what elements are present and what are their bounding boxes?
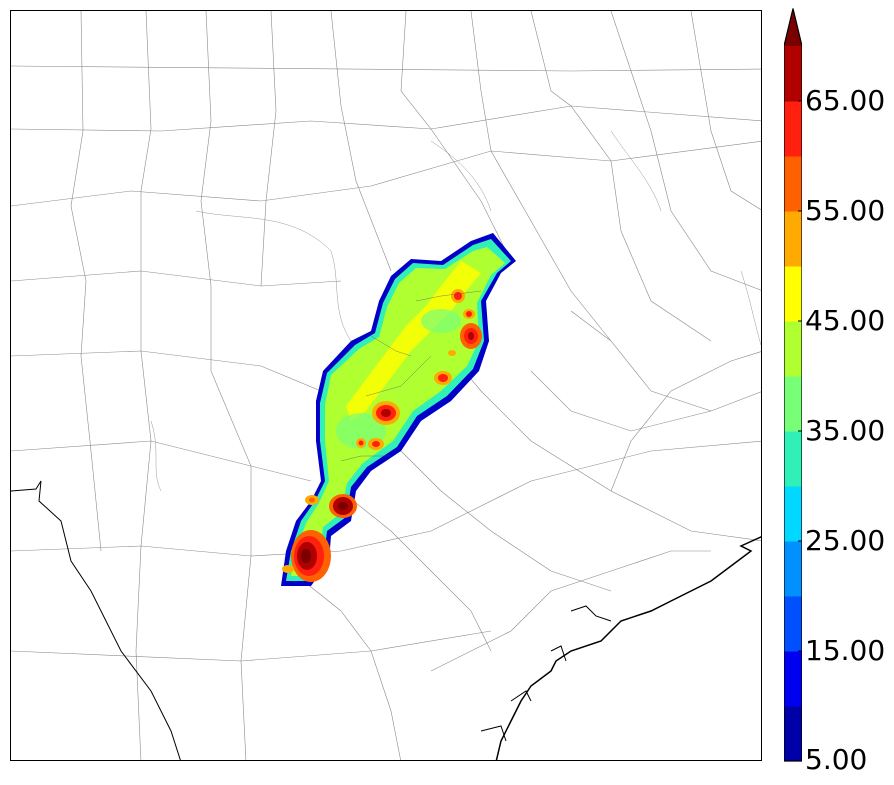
colorbar-segment xyxy=(784,321,802,377)
coastline xyxy=(495,536,761,760)
storm-cell xyxy=(448,350,456,356)
storm-cell xyxy=(305,495,319,505)
colorbar-tick-label: 25.00 xyxy=(805,524,886,557)
storm-cell xyxy=(372,401,400,425)
map-canvas xyxy=(11,11,761,760)
storm-cell xyxy=(368,438,384,450)
coastline-bays xyxy=(480,605,612,742)
colorbar-segment xyxy=(784,486,802,542)
colorbar-segment xyxy=(784,266,802,322)
colorbar-extend-arrow xyxy=(784,8,802,46)
colorbar-segment xyxy=(784,101,802,157)
storm-cell xyxy=(463,309,475,319)
colorbar xyxy=(784,8,802,762)
colorbar-segment xyxy=(784,46,802,102)
storm-cell xyxy=(434,371,452,385)
colorbar-tick-label: 55.00 xyxy=(805,194,886,227)
colorbar-segment xyxy=(784,431,802,487)
storm-cell xyxy=(291,530,331,582)
colorbar-segment xyxy=(784,706,802,762)
colorbar-segment xyxy=(784,156,802,212)
storm-cell xyxy=(451,289,465,303)
storm-cell xyxy=(329,494,357,518)
colorbar-tick-label: 15.00 xyxy=(805,634,886,667)
colorbar-segment xyxy=(784,651,802,707)
county-boundaries xyxy=(11,11,761,760)
precipitation-field xyxy=(281,233,516,586)
colorbar-segment xyxy=(784,541,802,597)
rio-grande xyxy=(11,480,181,760)
storm-cell xyxy=(356,438,366,448)
colorbar-tick-label: 65.00 xyxy=(805,84,886,117)
colorbar-segment xyxy=(784,596,802,652)
colorbar-segment xyxy=(784,211,802,267)
colorbar-tick-label: 45.00 xyxy=(805,304,886,337)
colorbar-segment xyxy=(784,376,802,432)
rivers xyxy=(150,130,761,492)
storm-cell xyxy=(460,323,482,349)
storm-cell xyxy=(282,565,294,573)
colorbar-tick-label: 35.00 xyxy=(805,414,886,447)
colorbar-tick-label: 5.00 xyxy=(805,743,868,776)
map-panel xyxy=(10,10,762,761)
